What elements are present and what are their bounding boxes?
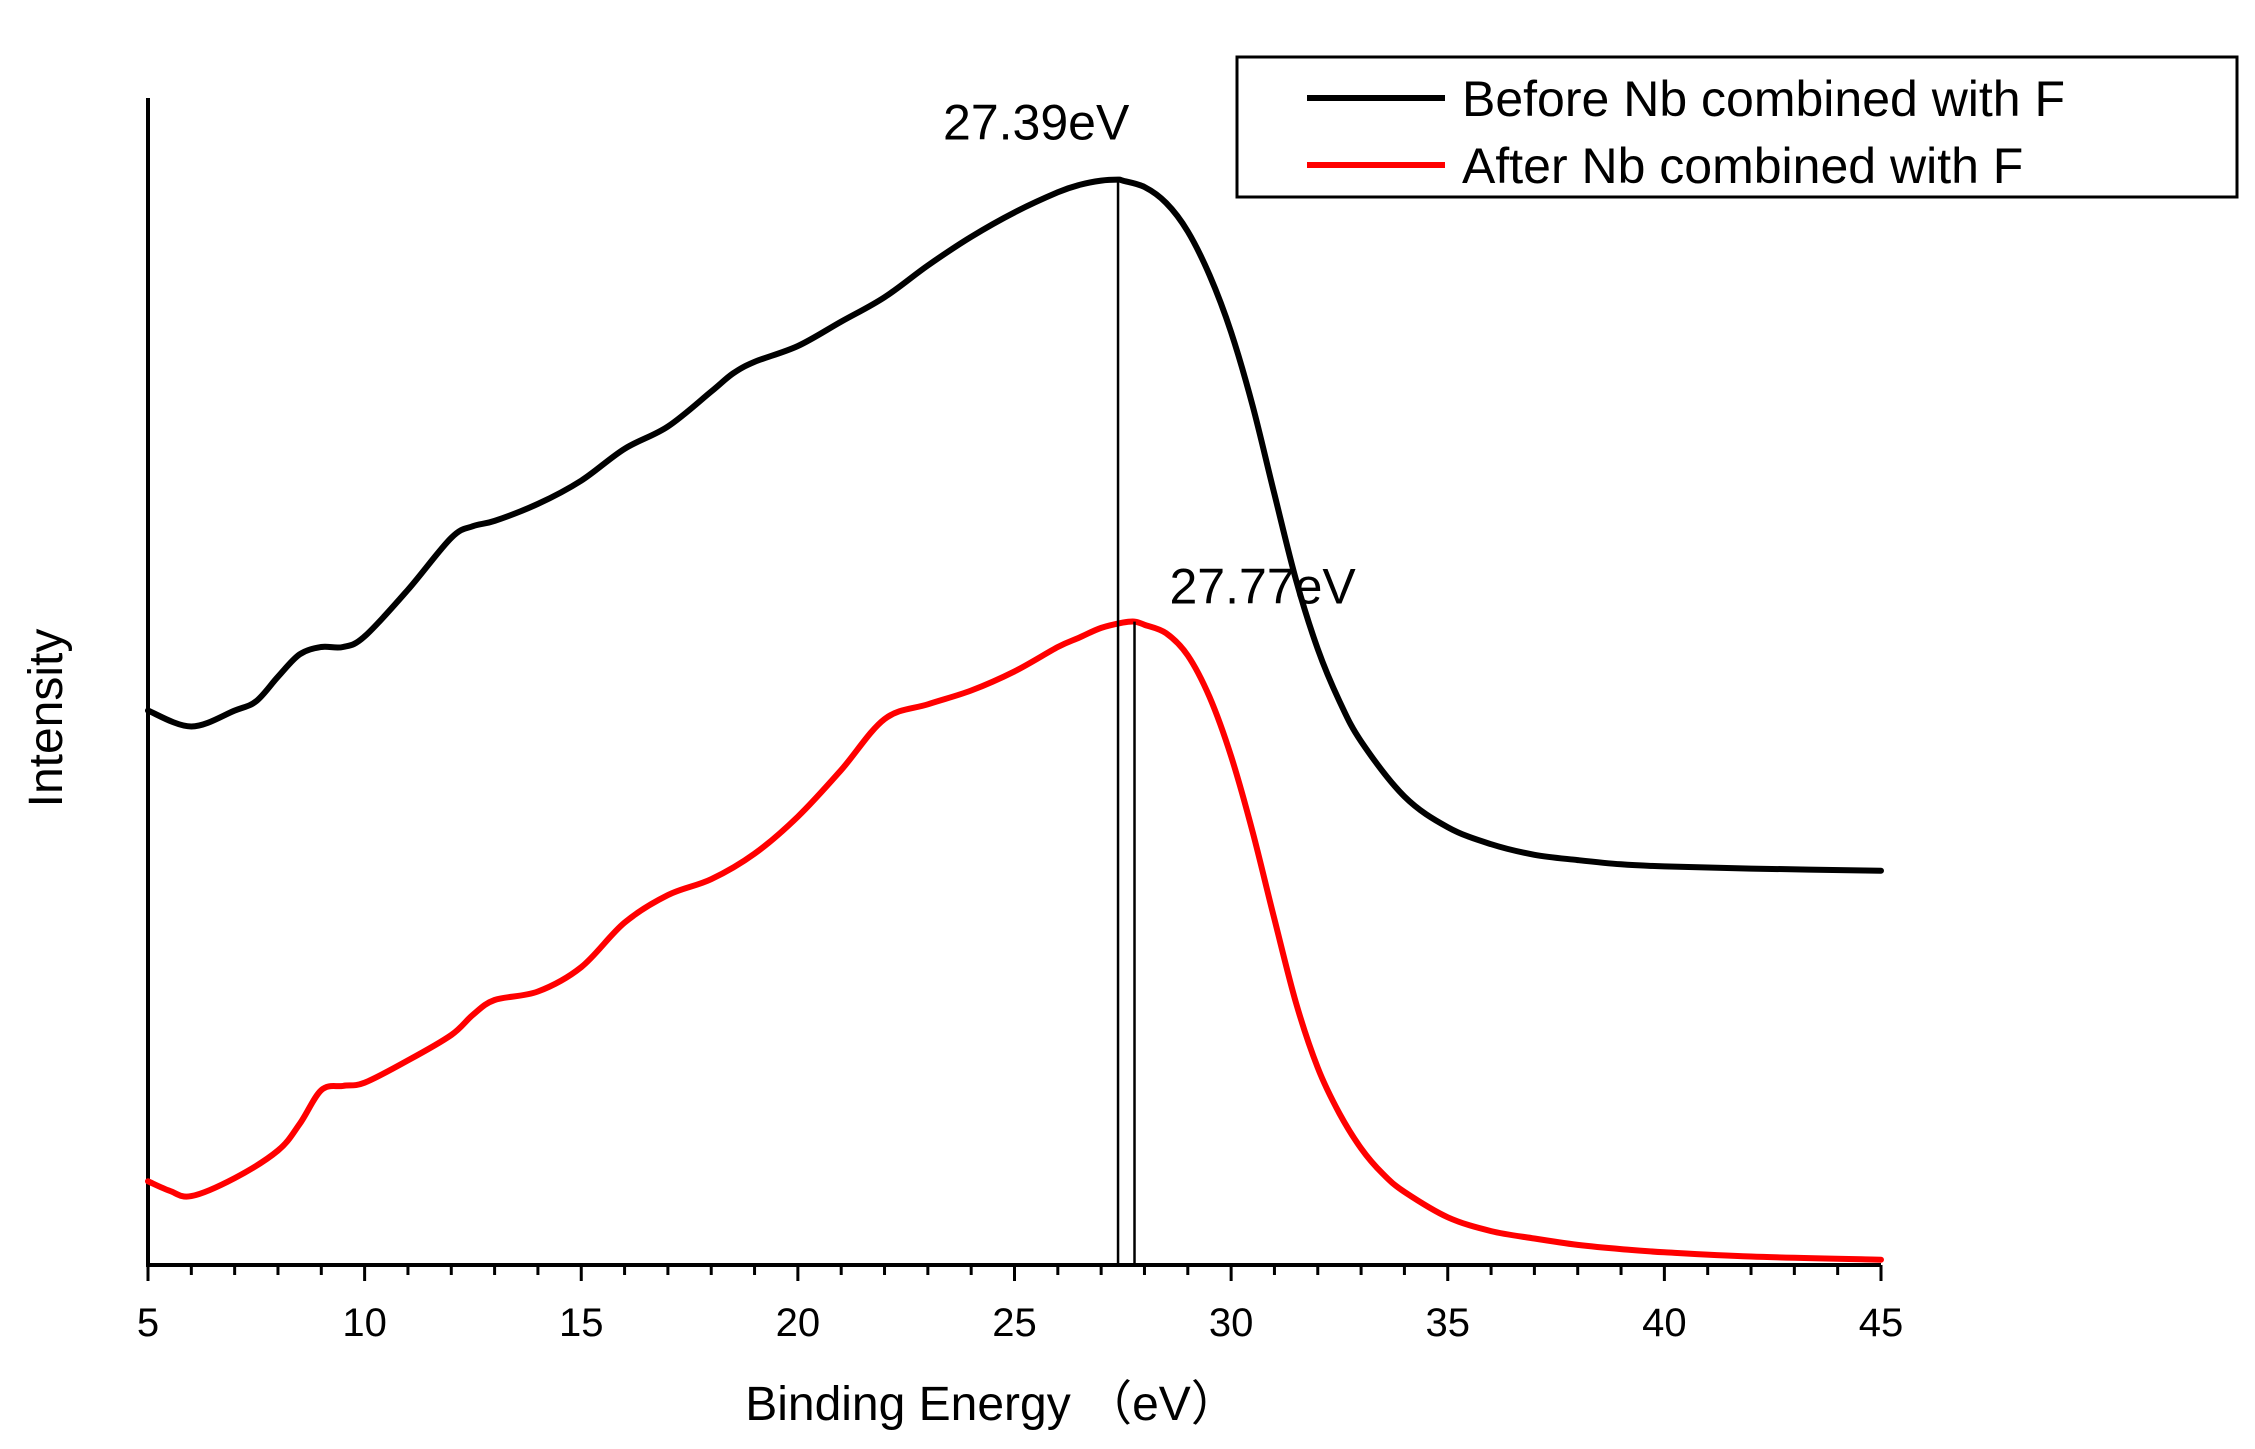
legend-label-before: Before Nb combined with F — [1462, 71, 2065, 127]
x-tick-label: 10 — [342, 1301, 387, 1345]
x-tick-label: 40 — [1642, 1301, 1687, 1345]
series-line-after — [145, 618, 1884, 1263]
x-tick-label: 5 — [137, 1301, 159, 1345]
x-ticks — [146, 1265, 1883, 1281]
peak-label-after: 27.77eV — [1170, 559, 1357, 615]
x-tick-label: 15 — [559, 1301, 604, 1345]
peak-markers: 27.39eV 27.77eV — [943, 95, 1356, 1265]
series-line-before — [145, 176, 1884, 874]
legend-label-after: After Nb combined with F — [1462, 138, 2023, 194]
peak-label-before: 27.39eV — [943, 95, 1130, 151]
x-axis-title: Binding Energy （eV） — [745, 1378, 1239, 1431]
x-tick-label: 35 — [1426, 1301, 1471, 1345]
x-tick-labels: 5 10 15 20 25 30 35 40 45 — [137, 1301, 1903, 1345]
legend: Before Nb combined with F After Nb combi… — [1235, 55, 2239, 199]
x-tick-label: 30 — [1209, 1301, 1254, 1345]
x-tick-label: 25 — [992, 1301, 1037, 1345]
y-axis-title: Intensity — [20, 629, 73, 808]
axes: 5 10 15 20 25 30 35 40 45 — [137, 98, 1903, 1345]
x-tick-label: 20 — [776, 1301, 821, 1345]
x-tick-label: 45 — [1859, 1301, 1904, 1345]
legend-box — [1235, 55, 2239, 199]
series-layer — [145, 176, 1884, 1263]
